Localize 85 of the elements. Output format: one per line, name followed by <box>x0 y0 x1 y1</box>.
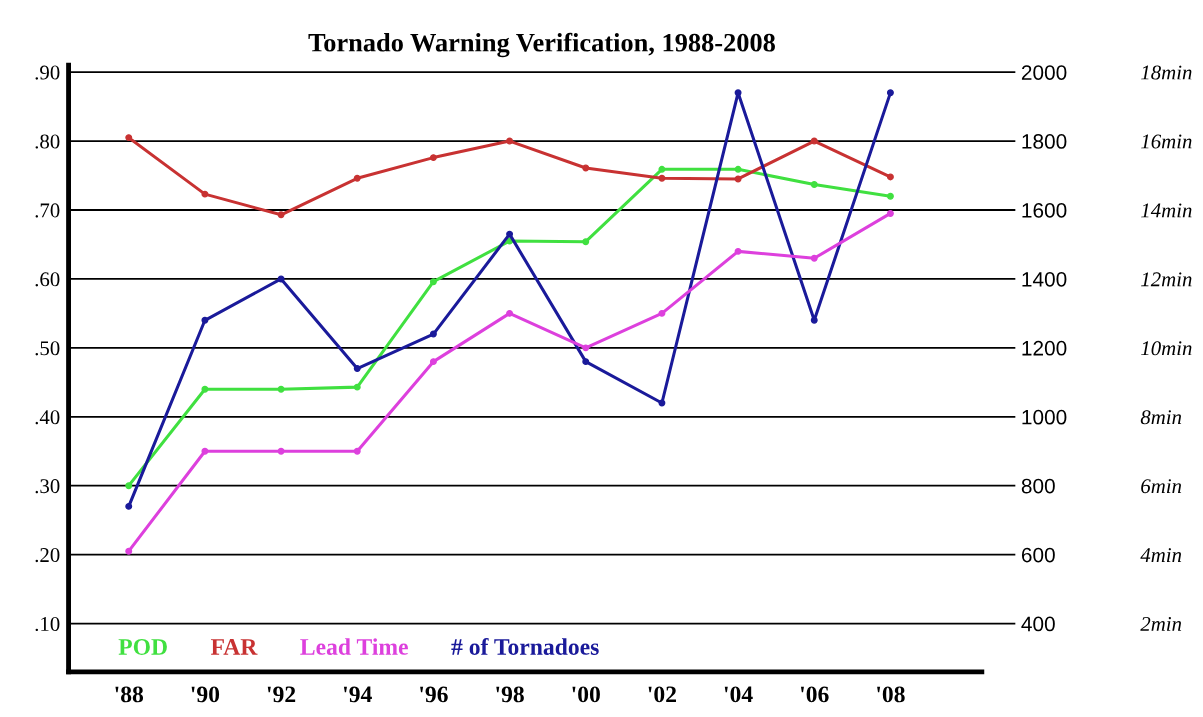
y2-tick-label: 1200 <box>1022 340 1067 356</box>
y2-tick-label: 1000 <box>1022 409 1067 425</box>
y3-tick-label: 18min <box>1141 65 1192 80</box>
y-tick-label: .30 <box>35 479 60 494</box>
y3-tick-label: 14min <box>1141 203 1192 218</box>
point <box>277 385 285 393</box>
y3-tick-label: 2min <box>1140 617 1182 631</box>
point <box>201 316 209 324</box>
point <box>201 447 209 455</box>
point <box>353 447 361 455</box>
y2-tick-label: 1400 <box>1022 271 1067 287</box>
point <box>810 181 818 188</box>
point <box>429 330 437 338</box>
y2-tick-label: 1800 <box>1022 134 1067 149</box>
point <box>429 278 437 286</box>
point <box>506 309 514 317</box>
point <box>886 89 894 97</box>
x-tick-label: '02 <box>648 686 676 703</box>
point <box>353 365 361 373</box>
point <box>353 174 361 182</box>
point <box>506 137 514 145</box>
y-tick-label: .90 <box>35 65 60 80</box>
y2-tick-label: 1600 <box>1022 203 1067 218</box>
y-tick-label: .70 <box>35 203 60 218</box>
point <box>125 482 133 490</box>
point <box>734 165 742 173</box>
text: Lead Time <box>300 638 408 655</box>
x-tick-label: '98 <box>496 686 524 703</box>
y2-tick-label: 2000 <box>1021 65 1067 80</box>
point <box>125 547 133 555</box>
x-tick-label: '90 <box>191 686 220 703</box>
point <box>429 154 437 162</box>
y-tick-label: .50 <box>35 341 60 356</box>
point <box>658 309 666 317</box>
x-tick-label: '96 <box>420 686 448 703</box>
x-tick-label: '06 <box>800 686 829 703</box>
point <box>734 175 742 183</box>
y3-tick-label: 8min <box>1140 410 1182 425</box>
point <box>886 192 894 200</box>
point <box>201 190 209 198</box>
y-tick-label: .80 <box>35 134 60 149</box>
y3-tick-label: 4min <box>1140 548 1182 562</box>
x-tick-label: '94 <box>343 686 372 703</box>
point <box>658 165 666 173</box>
point <box>810 254 818 262</box>
point <box>125 134 133 142</box>
y2-tick-label: 600 <box>1021 547 1055 563</box>
point <box>582 238 590 246</box>
point <box>886 209 894 217</box>
y3-tick-label: 6min <box>1141 479 1182 494</box>
point <box>353 383 361 391</box>
point <box>277 211 285 219</box>
x-tick-label: '08 <box>877 686 905 703</box>
point <box>125 502 133 510</box>
point <box>734 247 742 255</box>
y-tick-label: .60 <box>35 272 60 287</box>
y-tick-label: .40 <box>35 410 60 425</box>
y3-tick-label: 12min <box>1141 272 1192 287</box>
x-tick-label: '04 <box>724 686 753 703</box>
point <box>201 385 209 393</box>
text: POD <box>118 639 167 655</box>
x-tick-label: '00 <box>572 686 600 703</box>
point <box>810 316 818 324</box>
point <box>506 230 514 238</box>
chart-title: Tornado Warning Verification, 1988-2008 <box>308 32 775 58</box>
point <box>277 275 285 283</box>
x-tick-label: '88 <box>115 686 144 703</box>
point <box>429 358 437 366</box>
point <box>810 137 818 145</box>
point <box>734 89 742 97</box>
y3-tick-label: 16min <box>1141 134 1192 149</box>
text: # of Tornadoes <box>451 638 599 655</box>
point <box>277 447 285 455</box>
y-tick-label: .20 <box>35 548 60 563</box>
point <box>582 358 590 366</box>
y3-tick-label: 10min <box>1141 341 1192 356</box>
point <box>582 344 590 352</box>
point <box>658 174 666 182</box>
text: FAR <box>210 639 258 655</box>
point <box>582 164 590 172</box>
x-tick-label: '92 <box>267 686 296 703</box>
point <box>886 173 894 181</box>
y2-tick-label: 400 <box>1021 616 1055 632</box>
y-tick-label: .10 <box>35 616 60 632</box>
y2-tick-label: 800 <box>1021 478 1055 494</box>
